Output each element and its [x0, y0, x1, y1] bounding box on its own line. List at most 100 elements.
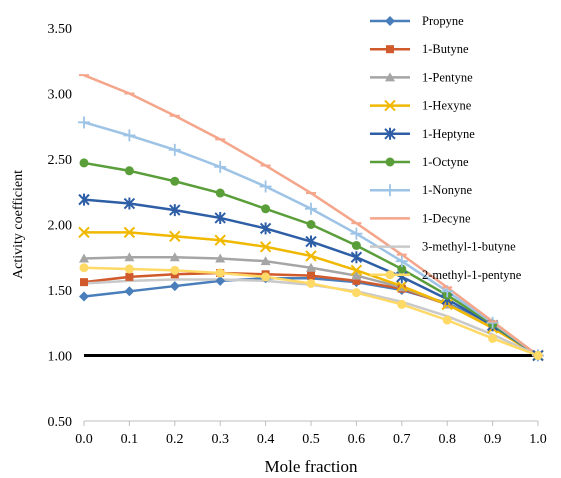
- data-point: [305, 235, 317, 248]
- series-markers: [78, 74, 544, 362]
- legend-label: 1-Heptyne: [422, 127, 475, 141]
- data-point: [124, 166, 134, 176]
- data-point: [259, 180, 272, 193]
- data-point: [397, 299, 407, 309]
- legend-item: 1-Octyne: [370, 155, 469, 169]
- data-point: [124, 252, 135, 262]
- data-point: [123, 226, 136, 239]
- data-point: [123, 129, 136, 142]
- x-tick-label: 0.9: [484, 432, 502, 447]
- data-point: [350, 251, 363, 264]
- data-point: [259, 222, 272, 235]
- legend-item: 1-Hexyne: [370, 99, 472, 113]
- data-point: [397, 264, 407, 274]
- x-tick-label: 0.7: [393, 432, 411, 447]
- x-tick-label: 1.0: [529, 432, 547, 447]
- legend-marker: [384, 184, 396, 197]
- data-point: [125, 272, 134, 281]
- data-point: [169, 204, 181, 217]
- y-tick-label: 1.50: [48, 284, 73, 299]
- data-point: [79, 158, 89, 168]
- legend-item: 1-Pentyne: [370, 70, 473, 84]
- data-point: [215, 188, 225, 198]
- data-point: [261, 204, 271, 214]
- data-point: [305, 250, 317, 262]
- x-tick-label: 0.5: [302, 432, 320, 447]
- x-tick-label: 0.6: [348, 432, 366, 447]
- y-tick-label: 2.50: [48, 153, 73, 168]
- data-point: [306, 278, 316, 288]
- data-point: [307, 271, 315, 280]
- legend-label: 1-Butyne: [422, 42, 469, 56]
- legend-label: 1-Octyne: [422, 155, 469, 169]
- data-point: [214, 160, 227, 173]
- data-point: [215, 268, 225, 278]
- x-tick-label: 0.8: [438, 432, 456, 447]
- legend-item: 1-Nonyne: [370, 183, 472, 197]
- x-axis-ticks: 0.0 0.1 0.2 0.3 0.4 0.5 0.6 0.7 0.8 0.9 1.0: [75, 421, 547, 447]
- legend-label: 3-methyl-1-butyne: [422, 240, 516, 254]
- legend-label: 1-Hexyne: [422, 99, 472, 113]
- data-point: [214, 211, 226, 224]
- data-point: [78, 116, 90, 129]
- data-point: [306, 220, 316, 229]
- data-point: [170, 265, 180, 275]
- legend-item: 2-methyl-1-pentyne: [370, 268, 522, 282]
- legend-label: Propyne: [422, 14, 464, 28]
- data-point: [170, 176, 180, 186]
- y-axis-title: Activity coefficient: [11, 170, 26, 279]
- legend-marker: [386, 45, 394, 54]
- data-point: [260, 256, 271, 266]
- data-point: [351, 270, 362, 280]
- data-point: [533, 351, 543, 360]
- data-point: [169, 281, 180, 292]
- legend-item: 3-methyl-1-butyne: [370, 240, 516, 254]
- x-tick-label: 0.0: [75, 432, 93, 447]
- legend-item: 1-Heptyne: [370, 127, 475, 141]
- legend-marker: [384, 99, 396, 112]
- data-point: [124, 264, 134, 274]
- data-point: [79, 263, 89, 273]
- data-point: [350, 264, 363, 277]
- legend-item: 1-Butyne: [370, 42, 469, 56]
- legend-marker: [385, 270, 395, 280]
- y-tick-label: 1.00: [48, 350, 73, 365]
- legend-item: Propyne: [370, 14, 464, 28]
- data-point: [351, 240, 361, 250]
- data-point: [78, 193, 90, 206]
- legend-item: 1-Decyne: [370, 211, 471, 225]
- data-point: [78, 226, 90, 239]
- legend-label: 1-Decyne: [422, 211, 471, 225]
- x-tick-label: 0.1: [121, 432, 139, 447]
- data-point: [486, 316, 499, 329]
- x-tick-label: 0.2: [166, 432, 184, 447]
- y-axis-ticks: 0.50 1.00 1.50 2.00 2.50 3.00 3.50: [48, 22, 73, 430]
- data-point: [350, 227, 363, 240]
- series-points: [79, 263, 543, 360]
- data-point: [169, 252, 180, 262]
- data-point: [488, 333, 498, 343]
- legend-label: 2-methyl-1-pentyne: [422, 268, 522, 282]
- data-point: [395, 255, 408, 268]
- series-points: [78, 116, 544, 362]
- x-tick-label: 0.3: [211, 432, 229, 447]
- y-tick-label: 3.50: [48, 22, 73, 37]
- legend: Propyne 1-Butyne 1-Pentyne 1-Hexyne 1-Heptyn…: [370, 14, 522, 282]
- data-point: [215, 253, 226, 263]
- data-point: [351, 288, 361, 298]
- legend-marker: [385, 157, 395, 167]
- data-point: [169, 230, 181, 242]
- data-point: [396, 280, 408, 292]
- data-point: [261, 272, 271, 282]
- y-tick-label: 0.50: [48, 415, 73, 430]
- legend-marker: [385, 16, 395, 26]
- y-tick-label: 3.00: [48, 88, 73, 103]
- data-point: [259, 241, 272, 253]
- data-point: [80, 278, 88, 287]
- data-point: [214, 234, 226, 246]
- x-tick-label: 0.4: [257, 432, 275, 447]
- legend-marker: [385, 72, 395, 82]
- data-point: [305, 202, 317, 215]
- data-point: [442, 315, 452, 325]
